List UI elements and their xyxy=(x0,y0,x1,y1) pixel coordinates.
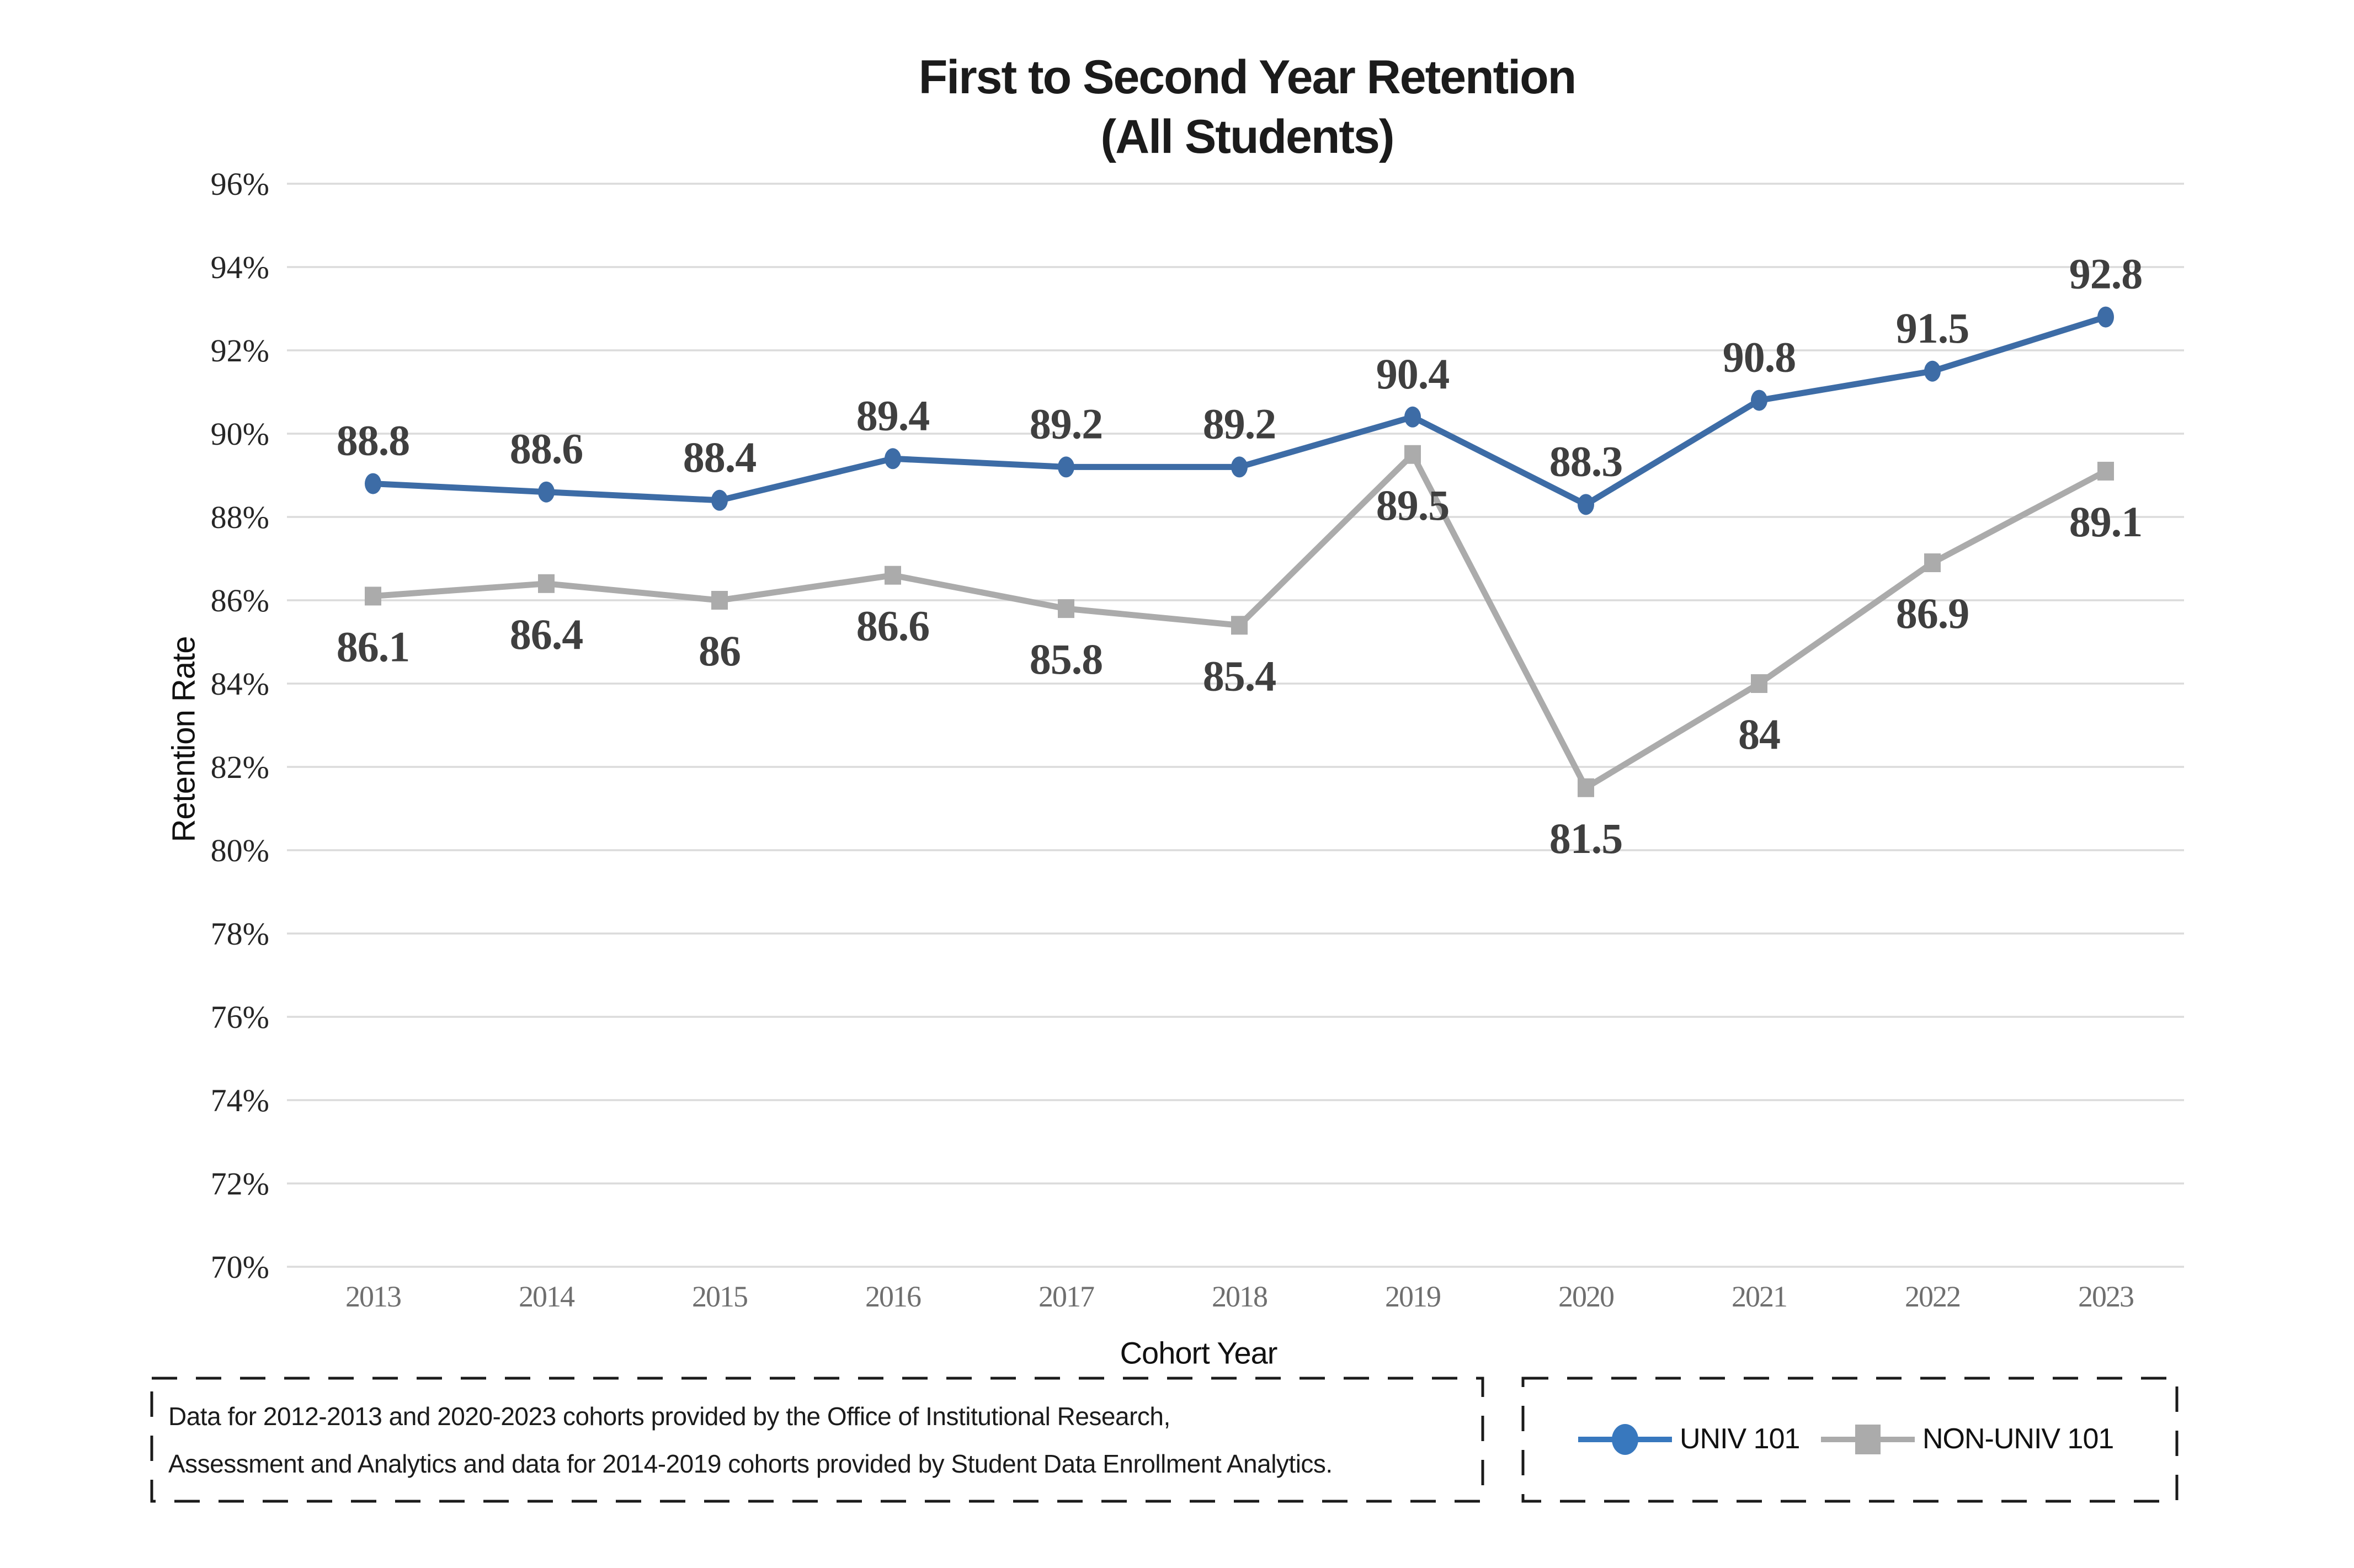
y-tick-label: 78% xyxy=(211,916,269,952)
y-tick-label: 76% xyxy=(211,999,269,1035)
legend-label-univ-101: UNIV 101 xyxy=(1680,1423,1800,1455)
data-point-marker xyxy=(538,481,555,503)
data-point-marker xyxy=(538,574,555,593)
legend-label-non-univ-101: NON-UNIV 101 xyxy=(1922,1423,2114,1455)
data-label: 84 xyxy=(1738,710,1780,758)
data-label: 85.4 xyxy=(1203,652,1276,700)
data-label: 86.4 xyxy=(510,610,583,658)
data-point-marker xyxy=(1924,360,1941,382)
data-point-marker xyxy=(1231,616,1248,635)
y-tick-label: 84% xyxy=(211,666,269,702)
data-label: 90.4 xyxy=(1376,350,1450,398)
legend-square-marker xyxy=(1855,1425,1881,1454)
data-point-marker xyxy=(1404,445,1421,464)
y-tick-label: 70% xyxy=(211,1249,269,1285)
x-tick-label: 2016 xyxy=(865,1280,921,1313)
data-label: 86.9 xyxy=(1896,589,1969,637)
chart-title-line1: First to Second Year Retention xyxy=(918,51,1577,104)
y-tick-label: 72% xyxy=(211,1166,269,1202)
x-tick-label: 2021 xyxy=(1732,1280,1787,1313)
data-point-marker xyxy=(711,591,728,610)
y-axis-title: Retention Rate xyxy=(166,636,202,842)
data-label: 88.6 xyxy=(510,425,583,473)
data-label: 89.4 xyxy=(856,391,930,439)
data-point-marker xyxy=(711,489,728,511)
data-point-marker xyxy=(885,566,901,585)
data-point-marker xyxy=(1058,456,1074,478)
footnote-box xyxy=(150,1377,1484,1503)
data-label: 91.5 xyxy=(1896,304,1969,352)
data-label: 81.5 xyxy=(1549,814,1623,862)
x-tick-label: 2017 xyxy=(1038,1280,1094,1313)
data-point-marker xyxy=(1578,494,1594,515)
chart-title-line2: (All Students) xyxy=(1100,110,1395,163)
data-point-marker xyxy=(1231,456,1248,478)
data-point-marker xyxy=(885,448,901,470)
y-tick-label: 74% xyxy=(211,1082,269,1118)
y-tick-label: 80% xyxy=(211,833,269,868)
source-footnote: Data for 2012-2013 and 2020-2023 cohorts… xyxy=(168,1393,1460,1487)
x-tick-label: 2018 xyxy=(1212,1280,1267,1313)
data-point-marker xyxy=(1404,406,1421,428)
data-label: 89.2 xyxy=(1030,399,1103,447)
data-label: 86.1 xyxy=(337,622,410,670)
data-point-marker xyxy=(365,473,381,494)
y-tick-label: 96% xyxy=(211,166,269,202)
y-tick-label: 86% xyxy=(211,583,269,618)
y-tick-label: 82% xyxy=(211,749,269,785)
legend-box xyxy=(1521,1377,2179,1503)
data-point-marker xyxy=(1578,778,1594,797)
data-point-marker xyxy=(365,586,381,606)
y-tick-label: 94% xyxy=(211,249,269,285)
data-label: 89.2 xyxy=(1203,399,1276,447)
y-tick-label: 90% xyxy=(211,416,269,452)
legend-circle-marker xyxy=(1612,1424,1638,1455)
x-tick-label: 2023 xyxy=(2078,1280,2133,1313)
data-label: 86 xyxy=(699,627,741,675)
data-point-marker xyxy=(2097,306,2114,328)
data-label: 88.3 xyxy=(1549,437,1623,485)
data-label: 88.4 xyxy=(683,433,757,481)
data-label: 90.8 xyxy=(1723,333,1796,381)
x-axis-title: Cohort Year xyxy=(1120,1335,1278,1370)
data-point-marker xyxy=(1751,674,1767,693)
y-tick-label: 92% xyxy=(211,333,269,369)
data-label: 89.1 xyxy=(2069,498,2143,546)
data-point-marker xyxy=(1058,599,1074,618)
x-tick-label: 2014 xyxy=(519,1280,575,1313)
chart-title: First to Second Year Retention (All Stud… xyxy=(795,47,1700,167)
x-tick-label: 2019 xyxy=(1385,1280,1440,1313)
data-label: 92.8 xyxy=(2069,250,2143,298)
data-point-marker xyxy=(1751,390,1767,411)
data-point-marker xyxy=(2097,461,2114,481)
y-tick-label: 88% xyxy=(211,499,269,535)
x-tick-label: 2013 xyxy=(345,1280,401,1313)
data-label: 88.8 xyxy=(337,417,410,465)
data-label: 86.6 xyxy=(856,602,930,650)
data-label: 85.8 xyxy=(1030,635,1103,683)
x-tick-label: 2015 xyxy=(692,1280,747,1313)
x-tick-label: 2022 xyxy=(1905,1280,1960,1313)
data-label: 89.5 xyxy=(1376,481,1450,529)
data-point-marker xyxy=(1924,553,1941,573)
source-footnote-line2: Assessment and Analytics and data for 20… xyxy=(168,1449,1333,1478)
source-footnote-line1: Data for 2012-2013 and 2020-2023 cohorts… xyxy=(168,1402,1170,1431)
x-tick-label: 2020 xyxy=(1558,1280,1613,1313)
